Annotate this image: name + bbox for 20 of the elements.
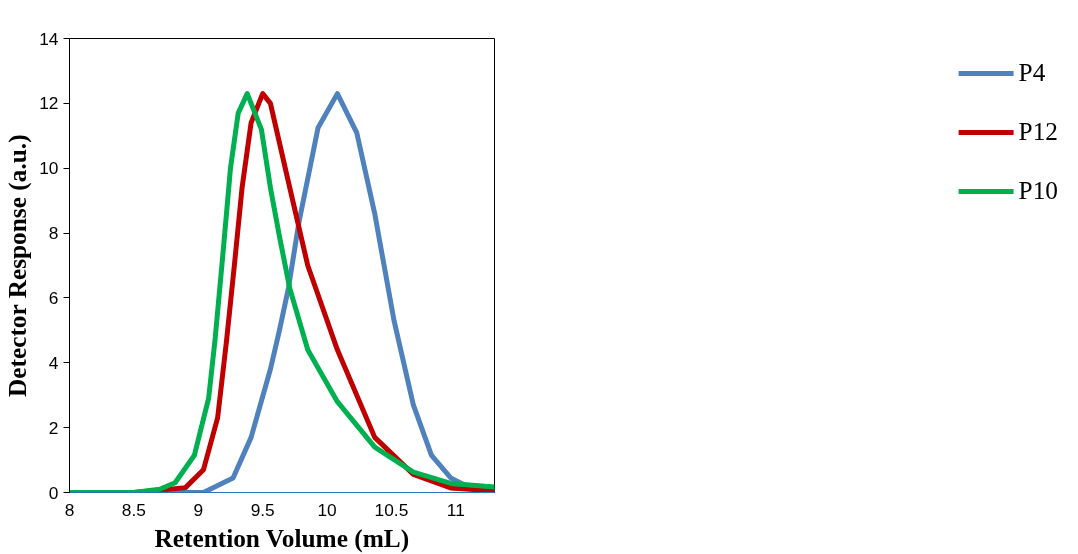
y-tick-label: 14 (39, 28, 59, 49)
y-tick-label: 0 (48, 482, 59, 503)
x-tick-label: 10.5 (374, 499, 409, 520)
x-tick-label: 8.5 (121, 499, 146, 520)
y-tick-label: 8 (48, 223, 59, 244)
legend-label: P10 (1018, 176, 1058, 205)
x-tick-label: 10 (317, 499, 337, 520)
x-tick-label: 9 (193, 499, 204, 520)
y-tick-label: 10 (39, 158, 59, 179)
y-tick-label: 12 (39, 93, 59, 114)
y-axis-title: Detector Response (a.u.) (3, 134, 33, 398)
y-tick-label: 4 (48, 352, 59, 373)
legend-label: P12 (1018, 117, 1058, 146)
x-tick-label: 11 (446, 499, 465, 520)
x-tick-label: 8 (64, 499, 75, 520)
x-axis-title: Retention Volume (mL) (154, 523, 410, 553)
y-tick-label: 2 (48, 417, 59, 438)
legend-label: P4 (1018, 58, 1046, 87)
x-tick-label: 9.5 (250, 499, 275, 520)
y-tick-label: 6 (48, 287, 59, 308)
